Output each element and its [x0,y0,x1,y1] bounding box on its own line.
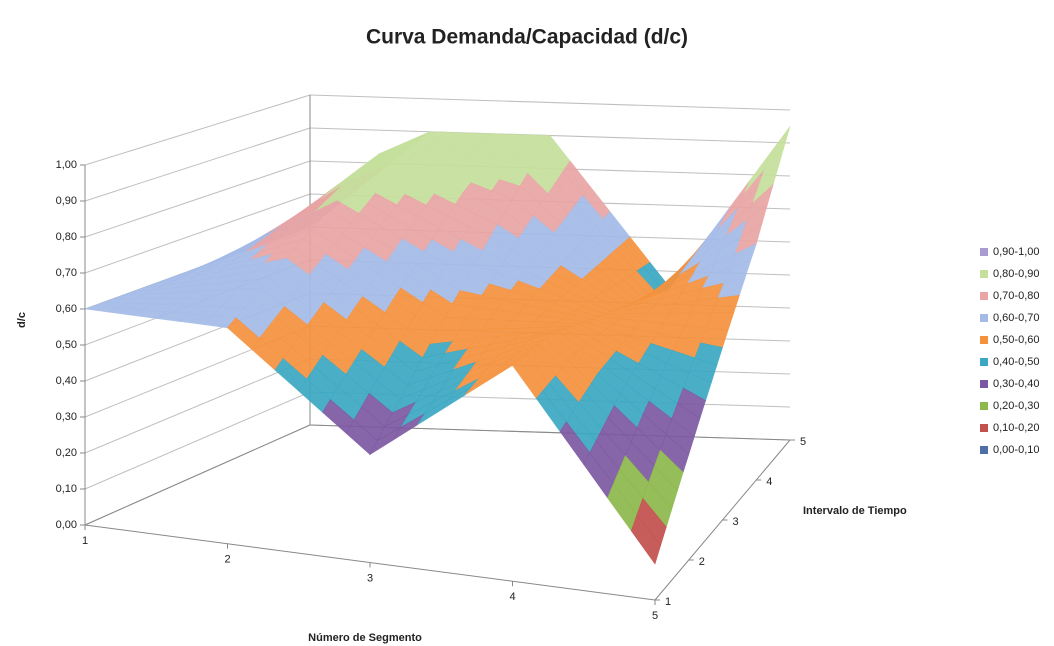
z-tick-label: 0,00 [56,519,77,531]
depth-tick-label: 2 [699,556,705,568]
legend-label: 0,20-0,30 [993,400,1039,412]
legend-label: 0,90-1,00 [993,246,1039,258]
z-tick-label: 0,80 [56,231,77,243]
surface-cell [197,153,380,269]
surface-cell [378,131,551,213]
surface-cell [141,210,330,289]
grid-line [84,94,311,166]
legend-swatch [980,336,988,344]
legend-label: 0,40-0,50 [993,356,1039,368]
legend-swatch [980,358,988,366]
surface-cell [414,290,593,372]
surface-cell [459,211,632,320]
legend-label: 0,80-0,90 [993,268,1039,280]
z-tick-label: 0,90 [56,195,77,207]
z-tick-label: 0,50 [56,339,77,351]
z-tick-label: 0,30 [56,411,77,423]
z-tick-label: 0,10 [56,483,77,495]
surface-cell [512,333,690,565]
surface-cell [277,209,461,372]
depth-tick-label: 4 [766,476,772,488]
legend-swatch [980,380,988,388]
legend-swatch [980,292,988,300]
surface-cell [590,243,757,348]
surface-cell [630,126,791,305]
legend-swatch [980,248,988,256]
z-tick-label: 1,00 [56,159,77,171]
x-tick-label: 5 [652,610,658,622]
z-tick-label: 0,40 [56,375,77,387]
axis-line [84,424,311,526]
grid-line [84,193,311,274]
x-tick-label: 4 [509,591,515,603]
surface-cell [84,267,279,329]
z-tick-label: 0,20 [56,447,77,459]
z-axis-title: d/c [16,312,28,328]
legend-label: 0,10-0,20 [993,422,1039,434]
z-tick-label: 0,60 [56,303,77,315]
depth-axis-title: Intervalo de Tiempo [803,505,907,517]
legend-swatch [980,446,988,454]
surface-cell [227,267,416,455]
depth-tick-label: 3 [733,516,739,528]
legend-label: 0,00-0,10 [993,444,1039,456]
x-tick-label: 1 [82,535,88,547]
grid-line [84,391,311,490]
grid-line [84,160,311,238]
depth-tick-label: 5 [800,436,806,448]
depth-tick-label: 1 [665,596,671,608]
x-tick-label: 2 [224,554,230,566]
surface-patch [630,513,661,565]
legend-label: 0,50-0,60 [993,334,1039,346]
chart-title: Curva Demanda/Capacidad (d/c) [366,26,688,49]
x-axis-title: Número de Segmento [308,632,422,644]
legend-label: 0,60-0,70 [993,312,1039,324]
legend-label: 0,70-0,80 [993,290,1039,302]
surface-cell [504,134,671,305]
x-tick-label: 3 [367,572,373,584]
surface-cell [328,153,506,291]
grid-line [309,94,791,111]
legend-label: 0,30-0,40 [993,378,1039,390]
grid-line [84,127,311,202]
legend-swatch [980,424,988,432]
surface-cell [551,318,723,455]
z-tick-label: 0,70 [56,267,77,279]
grid-line [84,358,311,454]
legend-swatch [980,402,988,410]
surface-cell [369,333,553,456]
legend-swatch [980,270,988,278]
legend-swatch [980,314,988,322]
